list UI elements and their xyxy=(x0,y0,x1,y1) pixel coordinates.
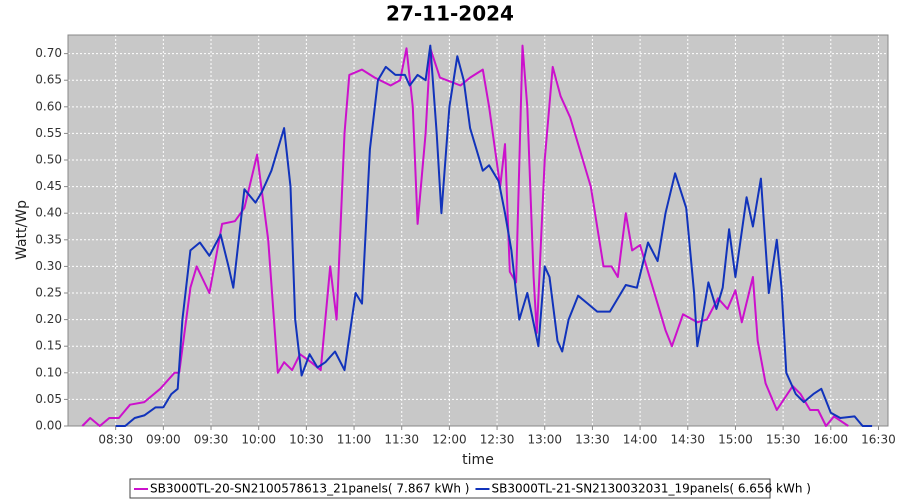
plot-border xyxy=(67,34,889,427)
x-tick-label: 12:00 xyxy=(432,433,467,447)
x-tick-label: 08:30 xyxy=(98,433,133,447)
plot-area xyxy=(68,35,888,426)
x-tick-label: 13:00 xyxy=(527,433,562,447)
legend-text: SB3000TL-20-SN2100578613_21panels( 7.867… xyxy=(150,482,469,496)
y-tick-label: 0.45 xyxy=(35,179,62,193)
x-tick-label: 09:00 xyxy=(146,433,181,447)
x-tick-label: 10:30 xyxy=(289,433,324,447)
y-tick-label: 0.05 xyxy=(35,392,62,406)
x-tick-label: 14:30 xyxy=(670,433,705,447)
y-tick-label: 0.25 xyxy=(35,286,62,300)
y-tick-label: 0.65 xyxy=(35,73,62,87)
y-tick-label: 0.70 xyxy=(35,46,62,60)
x-axis-label: time xyxy=(462,452,494,468)
y-tick-label: 0.10 xyxy=(35,365,62,379)
x-tick-label: 15:00 xyxy=(718,433,753,447)
x-tick-label: 13:30 xyxy=(575,433,610,447)
chart-title: 27-11-2024 xyxy=(386,2,514,26)
legend-text: SB3000TL-21-SN2130032031_19panels( 6.656… xyxy=(491,482,810,496)
x-tick-label: 15:30 xyxy=(766,433,801,447)
x-tick-label: 16:00 xyxy=(813,433,848,447)
y-tick-label: 0.15 xyxy=(35,339,62,353)
y-axis-label: Watt/Wp xyxy=(14,200,30,260)
line xyxy=(115,44,873,427)
y-tick-label: 0.20 xyxy=(35,312,62,326)
x-tick-label: 14:00 xyxy=(623,433,658,447)
y-tick-label: 0.35 xyxy=(35,232,62,246)
legend-box xyxy=(129,478,771,499)
line xyxy=(81,44,849,427)
x-tick-label: 10:00 xyxy=(241,433,276,447)
y-tick-label: 0.00 xyxy=(35,419,62,433)
y-tick-label: 0.50 xyxy=(35,153,62,167)
x-tick-label: 16:30 xyxy=(861,433,896,447)
x-tick-label: 12:30 xyxy=(480,433,515,447)
y-tick-label: 0.30 xyxy=(35,259,62,273)
y-tick-label: 0.55 xyxy=(35,126,62,140)
y-tick-label: 0.60 xyxy=(35,99,62,113)
y-tick-label: 0.40 xyxy=(35,206,62,220)
x-tick-label: 11:00 xyxy=(337,433,372,447)
x-tick-label: 11:30 xyxy=(384,433,419,447)
x-tick-label: 09:30 xyxy=(194,433,229,447)
